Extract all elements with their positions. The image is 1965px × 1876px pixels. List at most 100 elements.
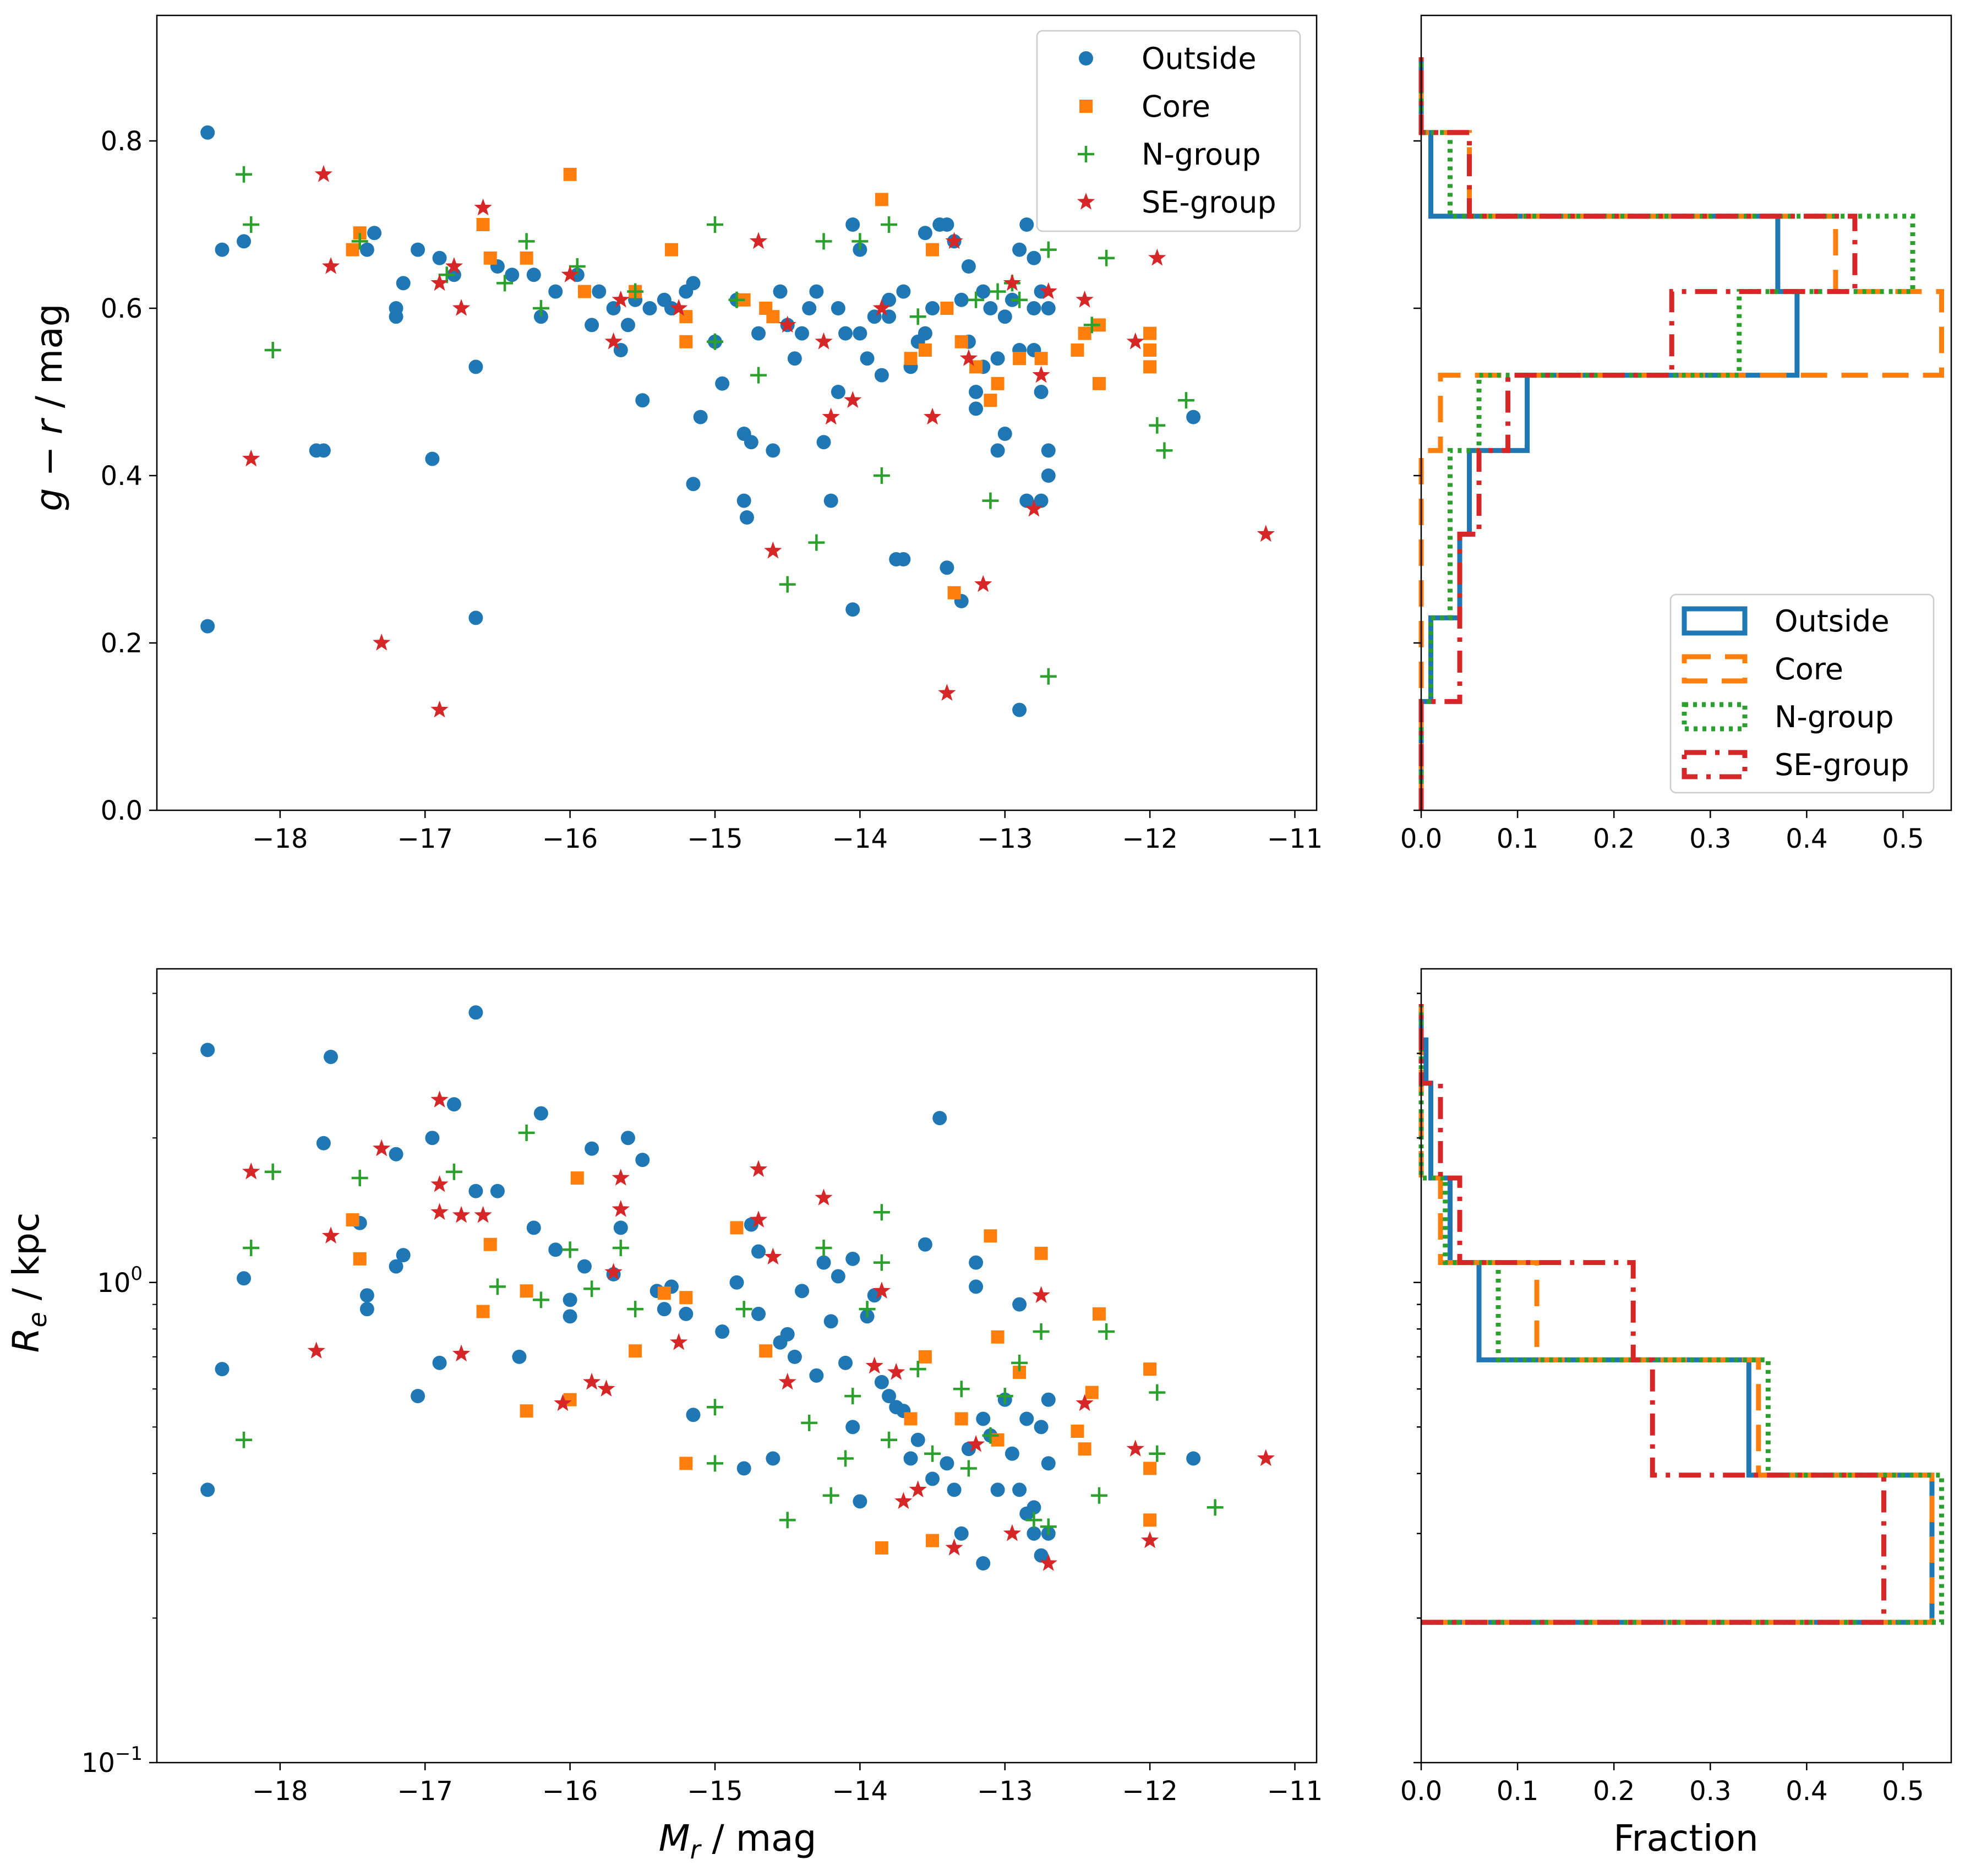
outside-point: [679, 1306, 694, 1321]
outside-point: [983, 301, 998, 315]
core-point: [476, 1305, 490, 1318]
outside-point: [1027, 1500, 1041, 1515]
outside-point: [1012, 1297, 1027, 1312]
x-tick-label: −12: [1122, 1776, 1177, 1807]
histogram-legend-box: [1669, 593, 1935, 794]
outside-point: [976, 1411, 991, 1426]
n-group-point: [518, 233, 535, 250]
se-group-point: [604, 1263, 623, 1280]
core-point: [520, 1284, 533, 1298]
outside-point: [918, 1237, 932, 1252]
core-point: [657, 1286, 671, 1300]
x-tick-label: 0.0: [1400, 824, 1442, 854]
se-group-point: [452, 1206, 471, 1223]
se-group-point: [974, 575, 992, 592]
se-group-point: [1039, 282, 1057, 299]
x-tick-label: 0.0: [1400, 1776, 1442, 1807]
core-point: [875, 193, 888, 206]
n-group-point: [583, 1280, 601, 1297]
se-group-point: [1032, 366, 1050, 383]
color-magnitude-frame: [156, 14, 1318, 811]
bottom-y-axis-label: Re / kpc: [5, 1213, 52, 1353]
core-point: [759, 1344, 773, 1358]
outside-point: [932, 1111, 947, 1126]
color-histogram-ticks: 0.0 0.1 0.2 0.3 0.4 0.5: [1400, 140, 1924, 854]
n-group-legend-label: N-group: [1142, 137, 1261, 172]
se-group-point: [430, 1090, 449, 1108]
core-point: [991, 377, 1005, 390]
outside-point: [766, 443, 780, 458]
n-group-point: [924, 1445, 941, 1462]
se-group-point: [749, 1210, 768, 1228]
outside-point: [969, 385, 984, 399]
core-point: [520, 1404, 533, 1418]
core-point: [875, 1541, 888, 1555]
n-group-point: [750, 367, 767, 384]
core-point: [926, 243, 940, 257]
outside-point: [874, 368, 889, 383]
se-group-legend-label: SE-group: [1775, 748, 1909, 782]
outside-point: [1041, 468, 1056, 483]
x-tick-label: 0.2: [1593, 824, 1635, 854]
outside-point: [359, 1302, 374, 1317]
outside-point: [432, 250, 447, 265]
outside-point: [1041, 1392, 1056, 1407]
outside-point: [954, 292, 969, 307]
outside-point: [969, 1255, 984, 1270]
y-tick-label: 0.4: [101, 461, 143, 492]
n-group-point: [243, 1240, 260, 1257]
x-tick-label: −11: [1267, 824, 1323, 854]
outside-point: [1034, 493, 1049, 508]
core-point: [483, 1237, 497, 1251]
size-magnitude-frame: [156, 968, 1318, 1764]
outside-point: [780, 1327, 795, 1341]
outside-point: [1186, 1451, 1201, 1466]
core-point: [1143, 343, 1157, 357]
outside-point: [787, 1349, 802, 1364]
outside-point: [1005, 1446, 1019, 1461]
core-legend-marker: [1079, 100, 1093, 113]
x-tick-label: −13: [977, 1776, 1033, 1807]
core-point: [918, 1350, 932, 1364]
se-group-point: [314, 165, 332, 182]
outside-point: [736, 493, 751, 508]
n-group-point: [1177, 392, 1194, 409]
outside-point: [1019, 493, 1034, 508]
outside-point: [990, 351, 1005, 366]
outside-point: [1034, 1548, 1049, 1563]
se-group-histogram-step: [1418, 57, 1858, 810]
outside-point: [845, 602, 860, 617]
color-histogram-panel: 0.0 0.1 0.2 0.3 0.4 0.5 Outside Core N-group SE-…: [1400, 14, 1952, 854]
n-group-point: [706, 333, 723, 350]
se-group-point: [1141, 1531, 1159, 1548]
n-group-point: [1040, 668, 1057, 685]
core-point: [1143, 1362, 1157, 1376]
outside-point: [200, 619, 215, 634]
outside-point: [838, 326, 853, 341]
outside-point: [874, 1375, 889, 1389]
se-group-point: [872, 299, 891, 316]
outside-point: [425, 451, 440, 466]
core-point: [918, 343, 932, 357]
n-group-point: [837, 1450, 854, 1467]
n-group-point: [881, 1431, 898, 1448]
color-magnitude-ticks: −18 −17 −16 −15 −14 −13 −12 −11 0.0 0.2 0.4 0.6 0.8: [101, 126, 1323, 854]
outside-point: [389, 1147, 403, 1161]
n-group-point: [351, 233, 368, 250]
core-point: [954, 1412, 968, 1426]
outside-point: [411, 242, 425, 257]
outside-point: [838, 1355, 853, 1370]
outside-point: [954, 1526, 969, 1541]
outside-point: [425, 1131, 440, 1146]
n-group-point: [561, 1241, 578, 1258]
outside-point: [396, 276, 411, 291]
outside-point: [446, 1097, 461, 1112]
n-group-legend-patch: [1682, 702, 1748, 732]
n-group-point: [445, 1163, 462, 1180]
se-group-point: [307, 1341, 325, 1359]
outside-point: [563, 1293, 577, 1307]
outside-point: [1019, 1411, 1034, 1426]
outside-point: [620, 1131, 635, 1146]
outside-point: [396, 1248, 411, 1263]
